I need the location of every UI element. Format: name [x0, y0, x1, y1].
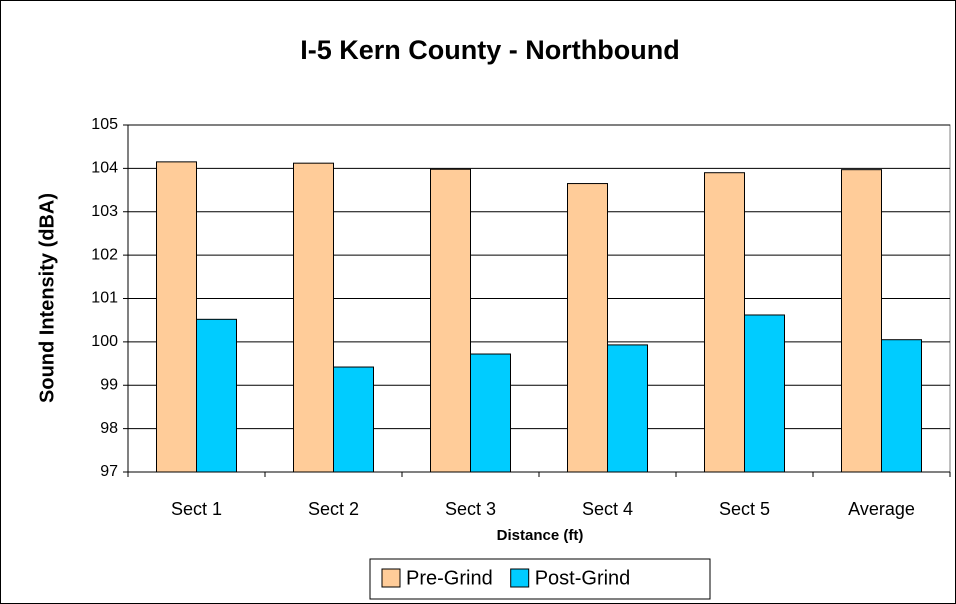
bar — [156, 161, 197, 473]
bar — [470, 353, 511, 473]
x-tick-label: Average — [848, 499, 915, 519]
y-tick-label: 102 — [91, 246, 118, 263]
x-tick-label: Sect 2 — [308, 499, 359, 519]
x-axis-label: Distance (ft) — [497, 527, 584, 544]
x-tick-label: Sect 5 — [719, 499, 770, 519]
y-tick-label: 100 — [91, 333, 118, 350]
y-tick-label: 103 — [91, 203, 118, 220]
legend-label: Post-Grind — [535, 567, 631, 589]
y-tick-label: 97 — [100, 463, 118, 480]
bar — [841, 169, 882, 473]
y-tick-label: 101 — [91, 290, 118, 307]
x-tick-label: Sect 1 — [171, 499, 222, 519]
legend-label: Pre-Grind — [406, 567, 493, 589]
y-tick-label: 98 — [100, 420, 118, 437]
y-axis-label: Sound Intensity (dBA) — [36, 193, 58, 403]
bar — [430, 168, 471, 473]
bar — [607, 344, 648, 473]
y-tick-label: 99 — [100, 376, 118, 393]
x-tick-label: Sect 3 — [445, 499, 496, 519]
chart-title: I-5 Kern County - Northbound — [300, 35, 679, 65]
x-tick-label: Sect 4 — [582, 499, 633, 519]
y-tick-label: 105 — [91, 116, 118, 133]
legend-box — [369, 558, 711, 600]
bar — [333, 366, 374, 473]
bar — [744, 314, 785, 473]
bar — [881, 339, 922, 473]
bar — [567, 183, 608, 473]
legend-swatch — [381, 568, 401, 588]
legend-swatch — [510, 568, 530, 588]
bar — [704, 172, 745, 473]
y-tick-label: 104 — [91, 160, 118, 177]
bar — [196, 318, 237, 473]
bar — [293, 162, 334, 473]
